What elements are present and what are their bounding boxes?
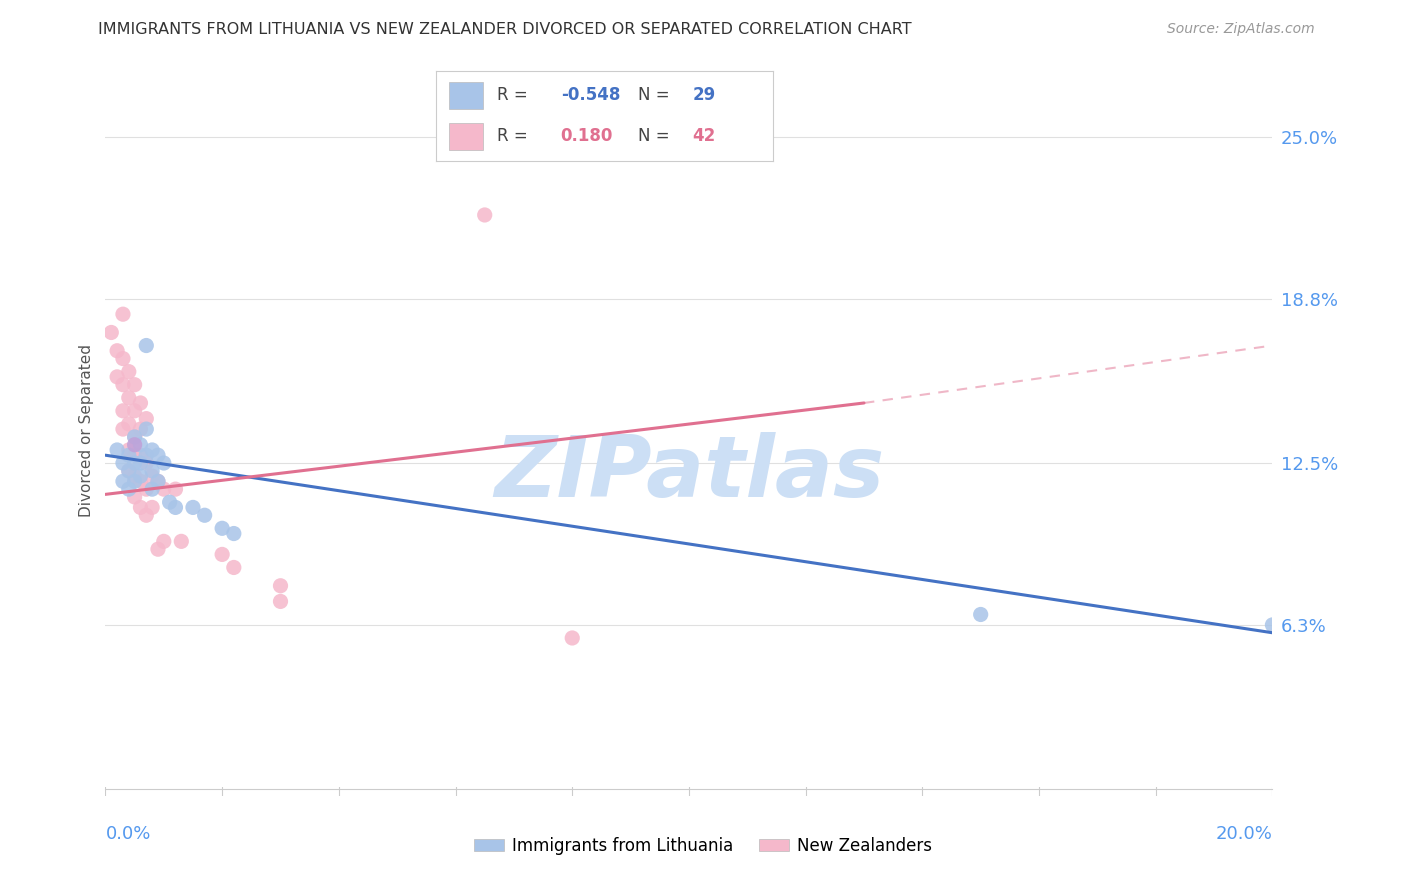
Text: 20.0%: 20.0% (1216, 825, 1272, 843)
Point (129, 448, 152, 462)
Point (124, 438, 146, 452)
Point (141, 469, 163, 483)
Y-axis label: Divorced or Separated: Divorced or Separated (79, 344, 94, 516)
Point (146, 448, 169, 462)
Text: N =: N = (638, 128, 675, 145)
Point (118, 448, 141, 462)
Point (135, 456, 157, 470)
Point (111, 377, 134, 392)
Text: N =: N = (638, 87, 675, 104)
Text: 0.180: 0.180 (561, 128, 613, 145)
Text: 29: 29 (692, 87, 716, 104)
Point (118, 365, 141, 379)
Point (474, 208, 496, 222)
Point (105, 343, 128, 358)
Point (124, 469, 146, 483)
Point (118, 391, 141, 405)
Point (118, 417, 141, 431)
Point (135, 482, 157, 496)
Point (129, 456, 152, 470)
Point (211, 548, 233, 562)
Text: R =: R = (496, 128, 538, 145)
Point (181, 500, 204, 515)
Point (105, 369, 128, 384)
Point (111, 456, 134, 470)
Point (135, 508, 157, 523)
Point (124, 448, 146, 462)
Point (111, 422, 134, 436)
Text: 42: 42 (692, 128, 716, 145)
Point (165, 500, 187, 515)
Point (124, 377, 146, 392)
Text: -0.548: -0.548 (561, 87, 620, 104)
Point (118, 464, 141, 478)
Point (129, 422, 152, 436)
Point (153, 456, 174, 470)
Point (124, 475, 146, 489)
Point (146, 475, 169, 489)
Point (111, 404, 134, 418)
Text: IMMIGRANTS FROM LITHUANIA VS NEW ZEALANDER DIVORCED OR SEPARATED CORRELATION CHA: IMMIGRANTS FROM LITHUANIA VS NEW ZEALAND… (98, 22, 912, 37)
Point (111, 307, 134, 321)
Point (165, 482, 187, 496)
Point (146, 475, 169, 489)
Point (129, 469, 152, 483)
Point (269, 594, 292, 608)
Point (969, 607, 991, 622)
Text: Source: ZipAtlas.com: Source: ZipAtlas.com (1167, 22, 1315, 37)
Point (135, 448, 157, 462)
Point (194, 508, 217, 523)
Point (269, 579, 292, 593)
Bar (450, 123, 484, 150)
Point (100, 326, 122, 340)
Text: R =: R = (496, 87, 533, 104)
Text: 0.0%: 0.0% (105, 825, 150, 843)
Point (118, 482, 141, 496)
Point (1261, 618, 1284, 632)
Text: ZIPatlas: ZIPatlas (494, 432, 884, 515)
Point (124, 430, 146, 444)
Legend: Immigrants from Lithuania, New Zealanders: Immigrants from Lithuania, New Zealander… (467, 830, 939, 862)
Point (141, 442, 163, 457)
Point (141, 500, 163, 515)
Point (222, 526, 245, 541)
Point (111, 475, 134, 489)
Point (159, 495, 181, 509)
Point (118, 464, 141, 478)
Point (124, 490, 146, 504)
Point (124, 456, 146, 470)
Point (129, 475, 152, 489)
Point (170, 534, 193, 549)
Point (211, 521, 233, 535)
Point (111, 351, 134, 366)
Point (222, 560, 245, 574)
Point (135, 338, 157, 352)
Point (105, 442, 128, 457)
Point (129, 438, 152, 452)
Point (124, 430, 146, 444)
Point (129, 396, 152, 410)
Point (146, 542, 169, 557)
Point (153, 534, 174, 549)
Point (141, 464, 163, 478)
Point (153, 482, 174, 496)
Point (129, 500, 152, 515)
Point (135, 422, 157, 436)
Bar (450, 82, 484, 109)
Point (118, 442, 141, 457)
Point (141, 482, 163, 496)
Point (561, 631, 583, 645)
Point (124, 404, 146, 418)
Point (135, 411, 157, 425)
